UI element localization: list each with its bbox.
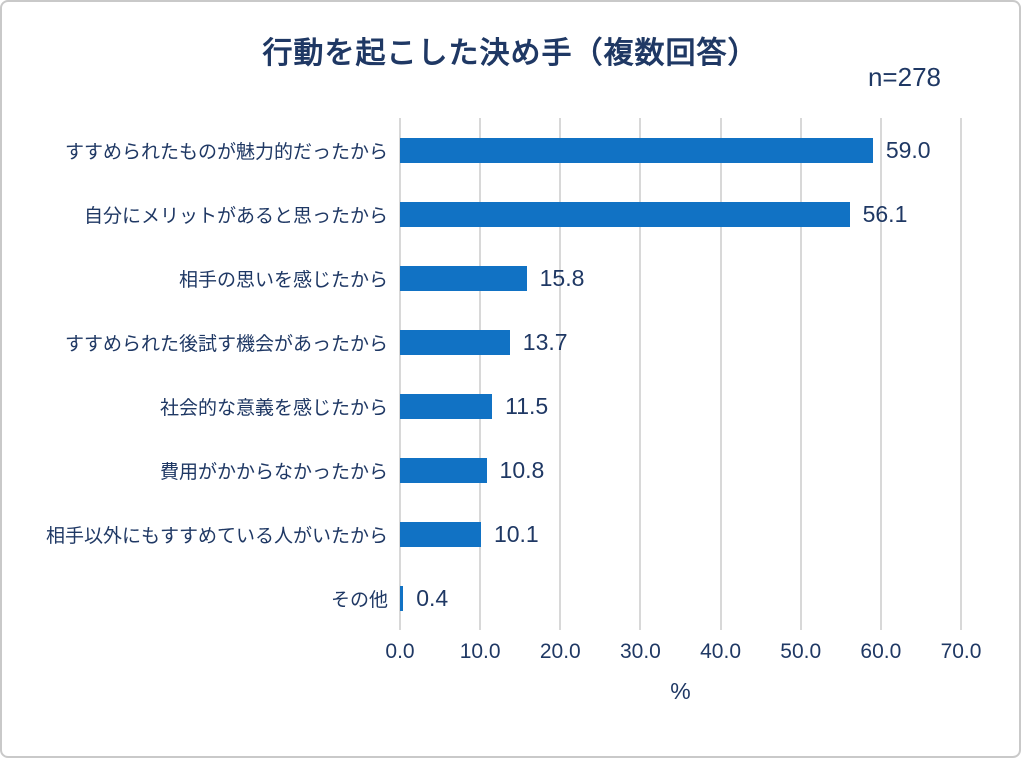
x-tick-label: 10.0 [459,640,501,663]
category-label: 相手以外にもすすめている人がいたから [45,525,388,547]
bar-row: すすめられたものが魅力的だったから 59.0 [2,118,961,182]
bar-row: 社会的な意義を感じたから 11.5 [2,374,961,438]
x-tick-label: 60.0 [860,640,902,663]
category-label: 自分にメリットがあると思ったから [83,205,388,227]
category-label: 費用がかからなかったから [159,461,388,483]
bar [400,329,510,355]
value-label: 10.1 [493,520,539,547]
bar-track: 59.0 [400,118,961,182]
x-tick-label: 40.0 [700,640,741,663]
value-label: 10.8 [499,456,545,483]
bar [400,585,404,611]
value-label: 15.8 [539,264,585,291]
bar [400,393,493,419]
x-axis-ticks: 0.0 10.0 20.0 30.0 40.0 50.0 60.0 70.0 [385,638,981,668]
plot-area: すすめられたものが魅力的だったから 59.0 自分にメリットがあると思ったから 56.… [2,118,962,630]
bar-row: すすめられた後試す機会があったから 13.7 [2,310,961,374]
value-label: 13.7 [522,328,568,355]
category-label: 社会的な意義を感じたから [159,397,388,419]
bar [400,265,527,291]
x-axis-title: % [670,678,691,704]
category-label: 相手の思いを感じたから [178,269,388,291]
value-label: 0.4 [416,584,449,611]
x-axis: 0.0 10.0 20.0 30.0 40.0 50.0 60.0 70.0 [2,638,981,668]
bar-track: 10.8 [400,438,961,502]
bar-row: その他 0.4 [2,566,961,630]
bar-track: 13.7 [400,310,961,374]
bar-track: 10.1 [400,502,961,566]
x-tick-label: 30.0 [619,640,661,663]
bar-track: 15.8 [400,246,961,310]
value-label: 56.1 [862,200,908,227]
bar-row: 相手以外にもすすめている人がいたから 10.1 [2,502,961,566]
bar-track: 56.1 [400,182,961,246]
bar-track: 11.5 [400,374,961,438]
x-tick-label: 70.0 [940,640,982,663]
category-label: その他 [330,589,388,611]
bar-row: 費用がかからなかったから 10.8 [2,438,961,502]
bar [400,201,850,227]
bar-track: 0.4 [400,566,961,630]
bar [400,457,487,483]
x-tick-label: 20.0 [539,640,581,663]
bar-row: 相手の思いを感じたから 15.8 [2,246,961,310]
bar-rows: すすめられたものが魅力的だったから 59.0 自分にメリットがあると思ったから 56.… [2,118,961,630]
x-tick-label: 50.0 [780,640,822,663]
value-label: 11.5 [505,392,549,419]
bar [400,521,481,547]
sample-size-label: n=278 [867,62,941,92]
x-tick-label: 0.0 [385,640,415,663]
category-label: すすめられたものが魅力的だったから [64,141,388,163]
category-label: すすめられた後試す機会があったから [64,333,388,355]
value-label: 59.0 [885,136,931,163]
chart-title: 行動を起こした決め手（複数回答） [262,37,759,70]
bar-row: 自分にメリットがあると思ったから 56.1 [2,182,961,246]
bar [400,137,873,163]
